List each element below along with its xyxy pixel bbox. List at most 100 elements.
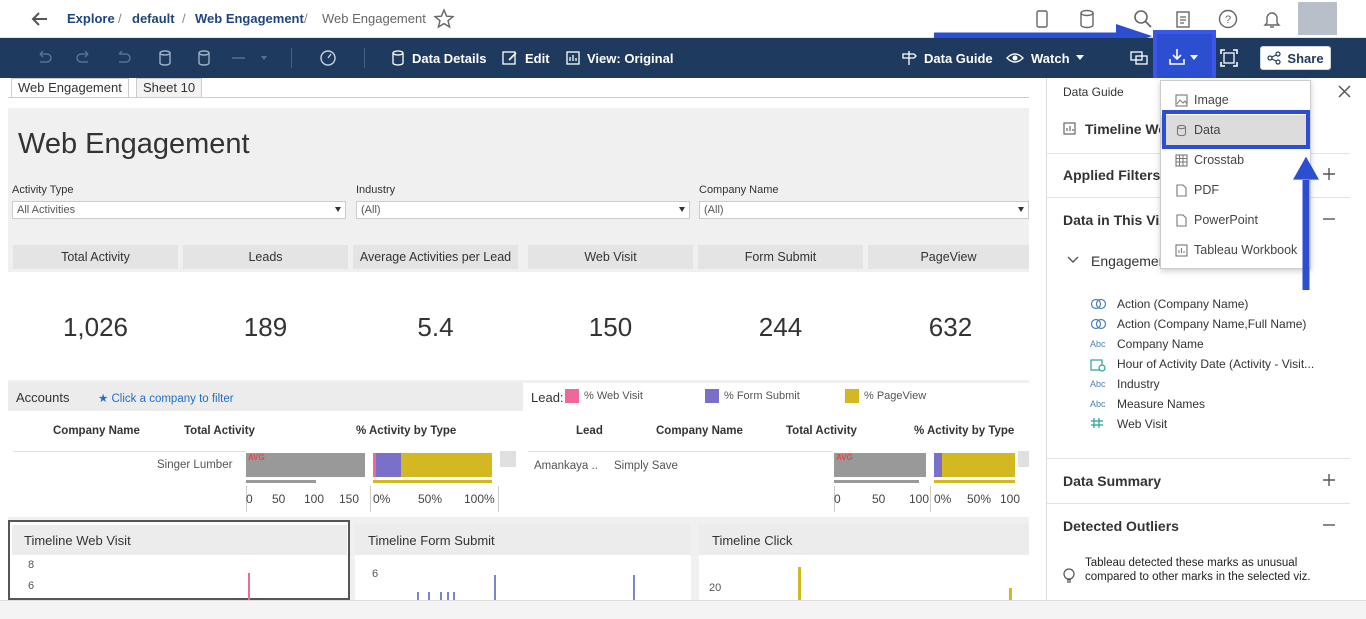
close-icon[interactable] bbox=[1337, 84, 1352, 99]
timeline-mark[interactable] bbox=[1009, 588, 1012, 600]
timeline-mark[interactable] bbox=[428, 592, 430, 600]
kpi-value[interactable]: 1,026 bbox=[62, 312, 129, 342]
timeline-mark[interactable] bbox=[440, 592, 442, 600]
refresh-data-icon[interactable] bbox=[155, 48, 175, 68]
filter-company-name[interactable]: (All) bbox=[699, 201, 1029, 219]
replay-icon[interactable] bbox=[229, 48, 269, 68]
help-icon[interactable]: ? bbox=[1217, 8, 1239, 30]
scrollbar[interactable] bbox=[500, 451, 516, 467]
detected-outliers-section[interactable]: Detected Outliers bbox=[1063, 518, 1179, 534]
pageview-bar[interactable] bbox=[942, 453, 1015, 477]
field-item[interactable]: Action (Company Name) bbox=[1117, 297, 1249, 311]
breadcrumb-web-engagement[interactable]: Web Engagement bbox=[195, 11, 304, 26]
menu-item-powerpoint[interactable]: PowerPoint bbox=[1161, 205, 1310, 235]
kpi-value[interactable]: 244 bbox=[758, 312, 803, 342]
field-item[interactable]: Measure Names bbox=[1117, 397, 1206, 411]
form-submit-bar[interactable] bbox=[934, 453, 942, 477]
tick-label: 50 bbox=[872, 492, 886, 506]
field-item[interactable]: Hour of Activity Date (Activity - Visit.… bbox=[1117, 357, 1315, 371]
view-label: View: Original bbox=[587, 50, 674, 66]
share-button[interactable]: Share bbox=[1260, 46, 1331, 70]
undo-icon[interactable] bbox=[34, 48, 54, 68]
scrollbar[interactable] bbox=[1018, 451, 1029, 467]
menu-item-pdf[interactable]: PDF bbox=[1161, 175, 1310, 205]
download-button[interactable] bbox=[1153, 30, 1216, 85]
performance-icon[interactable] bbox=[318, 48, 338, 68]
engagement-datasource[interactable]: Engagemer bbox=[1091, 253, 1164, 269]
menu-label: PDF bbox=[1194, 183, 1219, 197]
kpi-value[interactable]: 5.4 bbox=[417, 312, 454, 342]
star-icon[interactable] bbox=[433, 8, 455, 30]
breadcrumb-default[interactable]: default bbox=[132, 11, 175, 26]
field-item[interactable]: Company Name bbox=[1117, 337, 1204, 351]
filter-value: (All) bbox=[704, 204, 724, 216]
pageview-bar[interactable] bbox=[401, 453, 492, 477]
click-company-hint[interactable]: ★ Click a company to filter bbox=[98, 393, 234, 405]
notes-icon[interactable] bbox=[1173, 8, 1195, 30]
kpi-value[interactable]: 189 bbox=[243, 312, 288, 342]
database-icon[interactable] bbox=[1076, 8, 1098, 30]
applied-filters-section[interactable]: Applied Filters bbox=[1063, 167, 1161, 183]
field-item[interactable]: Industry bbox=[1117, 377, 1160, 391]
table-row-company[interactable]: Simply Save bbox=[614, 460, 678, 472]
table-row-company[interactable]: Singer Lumber bbox=[157, 459, 233, 471]
breadcrumb-explore[interactable]: Explore bbox=[67, 11, 115, 26]
field-item[interactable]: Web Visit bbox=[1117, 417, 1168, 431]
chevron-down-icon[interactable] bbox=[1067, 255, 1079, 265]
revert-icon[interactable] bbox=[114, 48, 134, 68]
timeline-mark[interactable] bbox=[453, 592, 455, 600]
timeline-mark[interactable] bbox=[494, 575, 496, 600]
bell-icon[interactable] bbox=[1261, 8, 1283, 30]
kpi-value[interactable]: 150 bbox=[588, 312, 633, 342]
data-summary-section[interactable]: Data Summary bbox=[1063, 473, 1162, 489]
legend-swatch-pageview bbox=[845, 389, 859, 403]
legend-swatch-form-submit bbox=[705, 389, 719, 403]
menu-item-image[interactable]: Image bbox=[1161, 85, 1310, 115]
timeline-mark[interactable] bbox=[417, 592, 419, 600]
timeline-mark[interactable] bbox=[798, 567, 801, 600]
minus-icon[interactable] bbox=[1322, 212, 1336, 226]
menu-item-crosstab[interactable]: Crosstab bbox=[1161, 145, 1310, 175]
chevron-down-icon bbox=[1018, 207, 1024, 212]
search-icon[interactable] bbox=[1132, 8, 1154, 30]
table-row-lead[interactable]: Amankaya .. bbox=[534, 460, 598, 472]
fullscreen-icon[interactable] bbox=[1219, 48, 1239, 68]
dashboard-title: Web Engagement bbox=[18, 128, 250, 160]
activity-bar[interactable] bbox=[246, 453, 365, 477]
filter-activity-type[interactable]: All Activities bbox=[12, 201, 346, 219]
activity-bar[interactable] bbox=[834, 453, 926, 477]
kpi-value[interactable]: 632 bbox=[928, 312, 973, 342]
data-guide-button[interactable]: Data Guide bbox=[900, 38, 993, 78]
filter-industry[interactable]: (All) bbox=[356, 201, 690, 219]
redo-icon[interactable] bbox=[74, 48, 94, 68]
timeline-mark[interactable] bbox=[447, 592, 449, 600]
menu-item-tableau-workbook[interactable]: Tableau Workbook bbox=[1161, 235, 1310, 265]
abc-icon: Abc bbox=[1090, 399, 1106, 409]
tick-label: 100% bbox=[464, 492, 495, 506]
device-icon[interactable] bbox=[1031, 8, 1053, 30]
plus-icon[interactable] bbox=[1322, 167, 1336, 181]
view-original-button[interactable]: View: Original bbox=[565, 38, 673, 78]
outliers-description: Tableau detected these marks as unusual … bbox=[1085, 557, 1311, 583]
comments-icon[interactable] bbox=[1129, 48, 1149, 68]
menu-item-data[interactable]: Data bbox=[1161, 115, 1310, 145]
edit-button[interactable]: Edit bbox=[501, 38, 550, 78]
tab-web-engagement[interactable]: Web Engagement bbox=[11, 78, 129, 98]
pause-data-icon[interactable] bbox=[194, 48, 214, 68]
tab-sheet-10[interactable]: Sheet 10 bbox=[136, 78, 203, 98]
filter-label-company-name: Company Name bbox=[699, 184, 779, 196]
timeline-mark[interactable] bbox=[248, 573, 250, 600]
svg-text:?: ? bbox=[1225, 14, 1231, 26]
horizontal-scrollbar[interactable] bbox=[0, 600, 1366, 619]
form-submit-bar[interactable] bbox=[373, 453, 401, 477]
arrow-left-icon[interactable] bbox=[29, 8, 51, 30]
data-details-button[interactable]: Data Details bbox=[390, 38, 486, 78]
timeline-mark[interactable] bbox=[633, 575, 635, 600]
plus-icon[interactable] bbox=[1322, 473, 1336, 487]
field-item[interactable]: Action (Company Name,Full Name) bbox=[1117, 317, 1307, 331]
minus-icon[interactable] bbox=[1322, 518, 1336, 532]
watch-button[interactable]: Watch bbox=[1005, 38, 1084, 78]
data-in-viz-section[interactable]: Data in This Viz bbox=[1063, 212, 1167, 228]
avatar[interactable] bbox=[1298, 2, 1337, 35]
powerpoint-icon bbox=[1176, 213, 1187, 227]
